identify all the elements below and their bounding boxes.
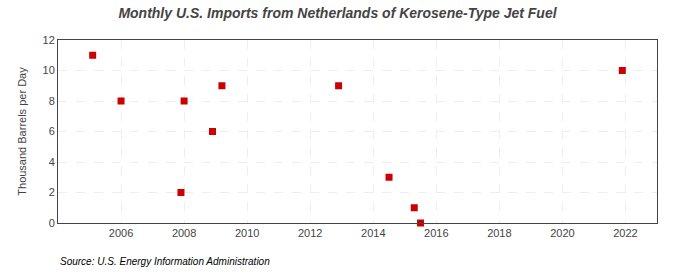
svg-text:2022: 2022 — [613, 227, 637, 239]
svg-text:2012: 2012 — [298, 227, 322, 239]
svg-text:10: 10 — [43, 64, 55, 76]
svg-text:2006: 2006 — [109, 227, 133, 239]
svg-text:Source: U.S. Energy Informatio: Source: U.S. Energy Information Administ… — [60, 256, 270, 267]
svg-text:2010: 2010 — [235, 227, 259, 239]
svg-text:Monthly U.S. Imports from Neth: Monthly U.S. Imports from Netherlands of… — [118, 5, 557, 21]
svg-text:4: 4 — [49, 156, 55, 168]
svg-text:8: 8 — [49, 95, 55, 107]
svg-text:6: 6 — [49, 125, 55, 137]
svg-text:2018: 2018 — [487, 227, 511, 239]
svg-text:2014: 2014 — [361, 227, 385, 239]
svg-text:12: 12 — [43, 34, 55, 46]
svg-text:2016: 2016 — [424, 227, 448, 239]
svg-text:2020: 2020 — [550, 227, 574, 239]
svg-text:2: 2 — [49, 186, 55, 198]
svg-text:0: 0 — [49, 217, 55, 229]
svg-text:2008: 2008 — [172, 227, 196, 239]
svg-text:Thousand Barrels per Day: Thousand Barrels per Day — [16, 67, 28, 196]
